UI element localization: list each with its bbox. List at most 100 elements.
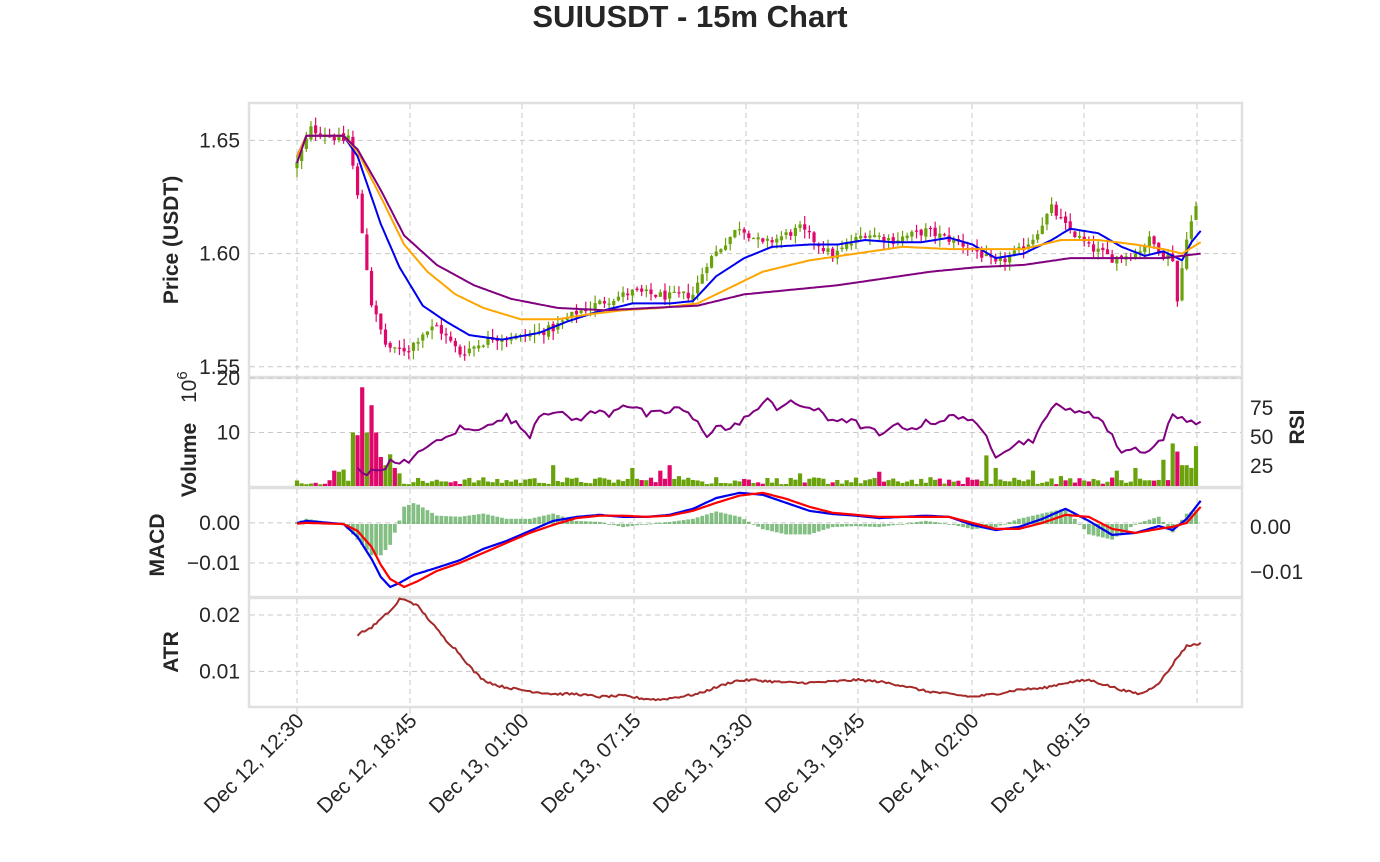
volume-bar (839, 483, 845, 486)
volume-bar (816, 477, 821, 486)
candle-body (407, 351, 411, 353)
candle-body (1040, 225, 1044, 234)
price-ytick-label: 1.55 (199, 356, 240, 379)
volume-bar (905, 481, 910, 486)
candle-body (1138, 251, 1142, 254)
volume-bar (593, 478, 598, 486)
volume-bar (565, 477, 570, 486)
candle-body (779, 236, 784, 241)
volume-bar (891, 478, 896, 486)
volume-bar (881, 481, 887, 486)
volume-bar (388, 454, 393, 486)
histogram-bar (569, 519, 574, 524)
volume-bar (560, 482, 565, 486)
histogram-bar (891, 524, 896, 526)
rsi-ytick-label: 25 (1250, 455, 1273, 478)
volume-bar (714, 477, 719, 486)
volume-bar (928, 477, 933, 486)
volume-bar (765, 478, 770, 486)
histogram-bar (514, 518, 518, 524)
histogram-bar (1068, 513, 1073, 524)
volume-bar (369, 405, 374, 486)
candle-body (1068, 221, 1072, 231)
histogram-bar (868, 524, 872, 527)
histogram-bar (1161, 521, 1166, 524)
histogram-bar (793, 524, 798, 535)
histogram-bar (872, 524, 877, 527)
x-tick-label: Dec 14, 08:15 (987, 709, 1096, 818)
histogram-bar (430, 512, 434, 524)
histogram-bar (947, 524, 952, 525)
candle-body (560, 320, 565, 322)
atr-axis-label: ATR (160, 631, 183, 673)
histogram-bar (737, 516, 742, 524)
candle-body (1008, 255, 1012, 263)
panels-layer: 1.55 1.60 1.65 Price (USDT) 10 20 Volume 106 25 5… (146, 101, 1309, 709)
candle-body (626, 293, 630, 296)
volume-bar (872, 477, 877, 486)
histogram-bar (858, 524, 863, 527)
volume-bar (1091, 478, 1096, 486)
volume-bar (644, 480, 649, 486)
volume-bar (299, 483, 304, 486)
volume-bar (448, 482, 453, 486)
x-tick-label: Dec 12, 12:30 (200, 709, 309, 818)
volume-bar (1007, 481, 1012, 486)
histogram-bar (1100, 524, 1105, 538)
histogram-bar (537, 516, 542, 524)
candle-body (477, 345, 481, 349)
volume-bar (825, 483, 831, 486)
histogram-bar (518, 518, 523, 524)
histogram-bar (476, 514, 481, 524)
histogram-bar (882, 524, 886, 527)
histogram-bar (495, 516, 500, 524)
histogram-bar (639, 524, 644, 525)
candle-body (877, 235, 881, 237)
histogram-bar (504, 518, 509, 524)
histogram-bar (821, 524, 826, 531)
histogram-bar (909, 522, 914, 524)
volume-bar (1044, 481, 1050, 486)
candle-body (872, 235, 877, 238)
candle-body (1031, 239, 1035, 245)
volume-bar (1105, 481, 1110, 486)
candle-body (1161, 251, 1165, 258)
volume-bar (537, 482, 542, 486)
candle-body (435, 325, 439, 327)
volume-bar (1179, 465, 1185, 486)
histogram-bar (546, 514, 551, 524)
volume-bar (984, 455, 989, 486)
volume-bar (597, 477, 602, 486)
volume-bar (937, 478, 942, 486)
chart-title: SUIUSDT - 15m Chart (532, 0, 847, 34)
histogram-bar (1194, 510, 1198, 524)
volume-bar (718, 483, 723, 486)
candle-body (826, 248, 830, 253)
histogram-bar (732, 515, 737, 524)
candle-body (1101, 247, 1105, 251)
histogram-bar (388, 524, 393, 545)
ma_fast-line (296, 134, 1202, 341)
histogram-bar (1026, 516, 1031, 524)
candle-body (1087, 242, 1091, 244)
volume-bar (574, 477, 579, 486)
volume-bar (1128, 481, 1133, 486)
macd-histogram (295, 503, 1198, 556)
histogram-bar (667, 521, 672, 524)
histogram-bar (919, 521, 924, 524)
volume-bar (318, 484, 323, 486)
histogram-bar (1110, 524, 1115, 540)
candle-body (635, 288, 639, 290)
candle-body (425, 331, 430, 335)
volume-bar (835, 479, 840, 486)
volume-bar (807, 478, 812, 486)
histogram-bar (425, 510, 430, 524)
volume-ytick-label: 20 (217, 367, 240, 390)
volume-bar (634, 478, 640, 486)
volume-bar (974, 479, 980, 486)
volume-bar (439, 481, 444, 486)
histogram-bar (700, 515, 705, 524)
histogram-bar (1091, 524, 1096, 536)
price-ytick-label: 1.65 (199, 129, 240, 152)
histogram-bar (835, 524, 840, 527)
